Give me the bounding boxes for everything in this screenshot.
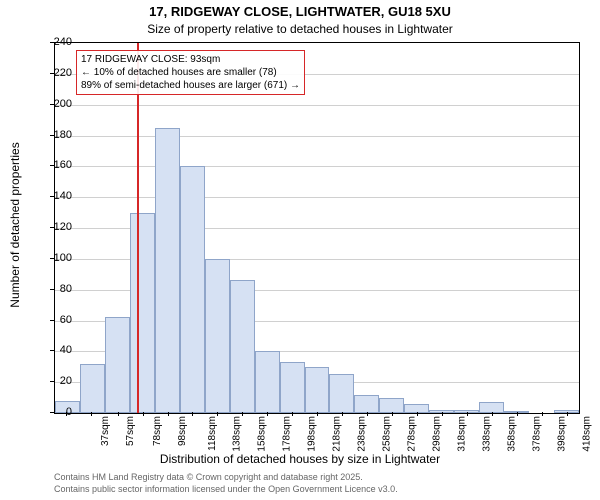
y-tick-mark — [50, 165, 54, 166]
x-tick-mark — [392, 412, 393, 416]
x-tick-label: 298sqm — [432, 416, 443, 452]
x-tick-mark — [91, 412, 92, 416]
grid-line — [55, 105, 579, 106]
histogram-bar — [105, 317, 130, 413]
x-tick-label: 318sqm — [457, 416, 468, 452]
x-tick-mark — [417, 412, 418, 416]
annotation-box: 17 RIDGEWAY CLOSE: 93sqm← 10% of detache… — [76, 50, 305, 95]
histogram-bar — [130, 213, 155, 413]
x-tick-mark — [192, 412, 193, 416]
x-tick-label: 338sqm — [482, 416, 493, 452]
x-tick-mark — [317, 412, 318, 416]
histogram-bar — [230, 280, 255, 413]
y-tick-mark — [50, 196, 54, 197]
x-tick-label: 78sqm — [152, 416, 163, 446]
x-tick-mark — [168, 412, 169, 416]
x-tick-mark — [217, 412, 218, 416]
y-tick-mark — [50, 227, 54, 228]
x-tick-label: 218sqm — [332, 416, 343, 452]
annotation-line-2: ← 10% of detached houses are smaller (78… — [81, 66, 300, 79]
x-tick-mark — [542, 412, 543, 416]
y-tick-mark — [50, 73, 54, 74]
y-tick-mark — [50, 135, 54, 136]
x-tick-mark — [342, 412, 343, 416]
x-tick-mark — [517, 412, 518, 416]
x-tick-label: 378sqm — [531, 416, 542, 452]
footnote-2: Contains public sector information licen… — [54, 484, 398, 494]
x-tick-label: 278sqm — [407, 416, 418, 452]
x-tick-label: 178sqm — [282, 416, 293, 452]
histogram-bar — [280, 362, 305, 413]
x-tick-label: 158sqm — [257, 416, 268, 452]
x-tick-label: 258sqm — [382, 416, 393, 452]
x-tick-mark — [292, 412, 293, 416]
chart-container: 17, RIDGEWAY CLOSE, LIGHTWATER, GU18 5XU… — [0, 0, 600, 500]
x-tick-mark — [442, 412, 443, 416]
grid-line — [55, 166, 579, 167]
histogram-bar — [255, 351, 280, 413]
histogram-bar — [80, 364, 105, 413]
y-tick-mark — [50, 381, 54, 382]
y-tick-mark — [50, 412, 54, 413]
histogram-bar — [155, 128, 180, 413]
histogram-bar — [379, 398, 404, 413]
histogram-bar — [354, 395, 379, 414]
x-tick-label: 238sqm — [357, 416, 368, 452]
x-tick-mark — [66, 412, 67, 416]
x-tick-mark — [267, 412, 268, 416]
annotation-line-1: 17 RIDGEWAY CLOSE: 93sqm — [81, 53, 300, 66]
histogram-bar — [329, 374, 354, 413]
x-tick-mark — [242, 412, 243, 416]
x-tick-label: 98sqm — [177, 416, 188, 446]
x-tick-label: 418sqm — [581, 416, 592, 452]
x-tick-label: 118sqm — [206, 416, 217, 451]
x-tick-mark — [143, 412, 144, 416]
x-tick-label: 198sqm — [307, 416, 318, 452]
y-tick-mark — [50, 42, 54, 43]
annotation-line-3: 89% of semi-detached houses are larger (… — [81, 79, 300, 92]
x-tick-label: 57sqm — [125, 416, 136, 446]
reference-line — [137, 43, 139, 413]
x-tick-mark — [567, 412, 568, 416]
histogram-bar — [180, 166, 205, 413]
x-tick-mark — [367, 412, 368, 416]
chart-subtitle: Size of property relative to detached ho… — [0, 22, 600, 36]
y-axis-label: Number of detached properties — [8, 142, 22, 307]
chart-title: 17, RIDGEWAY CLOSE, LIGHTWATER, GU18 5XU — [0, 4, 600, 19]
x-tick-mark — [492, 412, 493, 416]
y-tick-mark — [50, 104, 54, 105]
y-tick-mark — [50, 320, 54, 321]
histogram-bar — [305, 367, 330, 413]
y-tick-mark — [50, 289, 54, 290]
x-tick-label: 398sqm — [556, 416, 567, 452]
plot-area — [54, 42, 580, 414]
y-tick-mark — [50, 350, 54, 351]
x-tick-mark — [467, 412, 468, 416]
x-tick-label: 37sqm — [100, 416, 111, 446]
grid-line — [55, 197, 579, 198]
y-tick-mark — [50, 258, 54, 259]
footnote-1: Contains HM Land Registry data © Crown c… — [54, 472, 363, 482]
x-axis-label: Distribution of detached houses by size … — [0, 452, 600, 466]
x-tick-label: 358sqm — [507, 416, 518, 452]
grid-line — [55, 136, 579, 137]
x-tick-mark — [118, 412, 119, 416]
histogram-bar — [205, 259, 230, 413]
x-tick-label: 138sqm — [232, 416, 243, 452]
